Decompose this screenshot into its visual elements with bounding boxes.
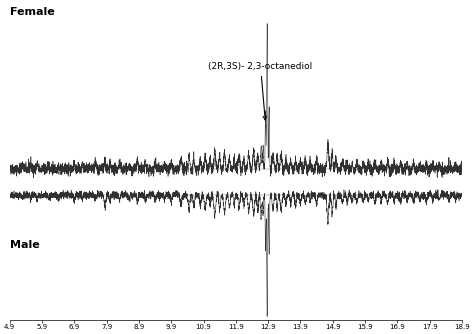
Text: (2R,3S)- 2,3-octanediol: (2R,3S)- 2,3-octanediol: [209, 62, 313, 120]
Text: Female: Female: [10, 7, 55, 17]
Text: Male: Male: [10, 240, 39, 250]
